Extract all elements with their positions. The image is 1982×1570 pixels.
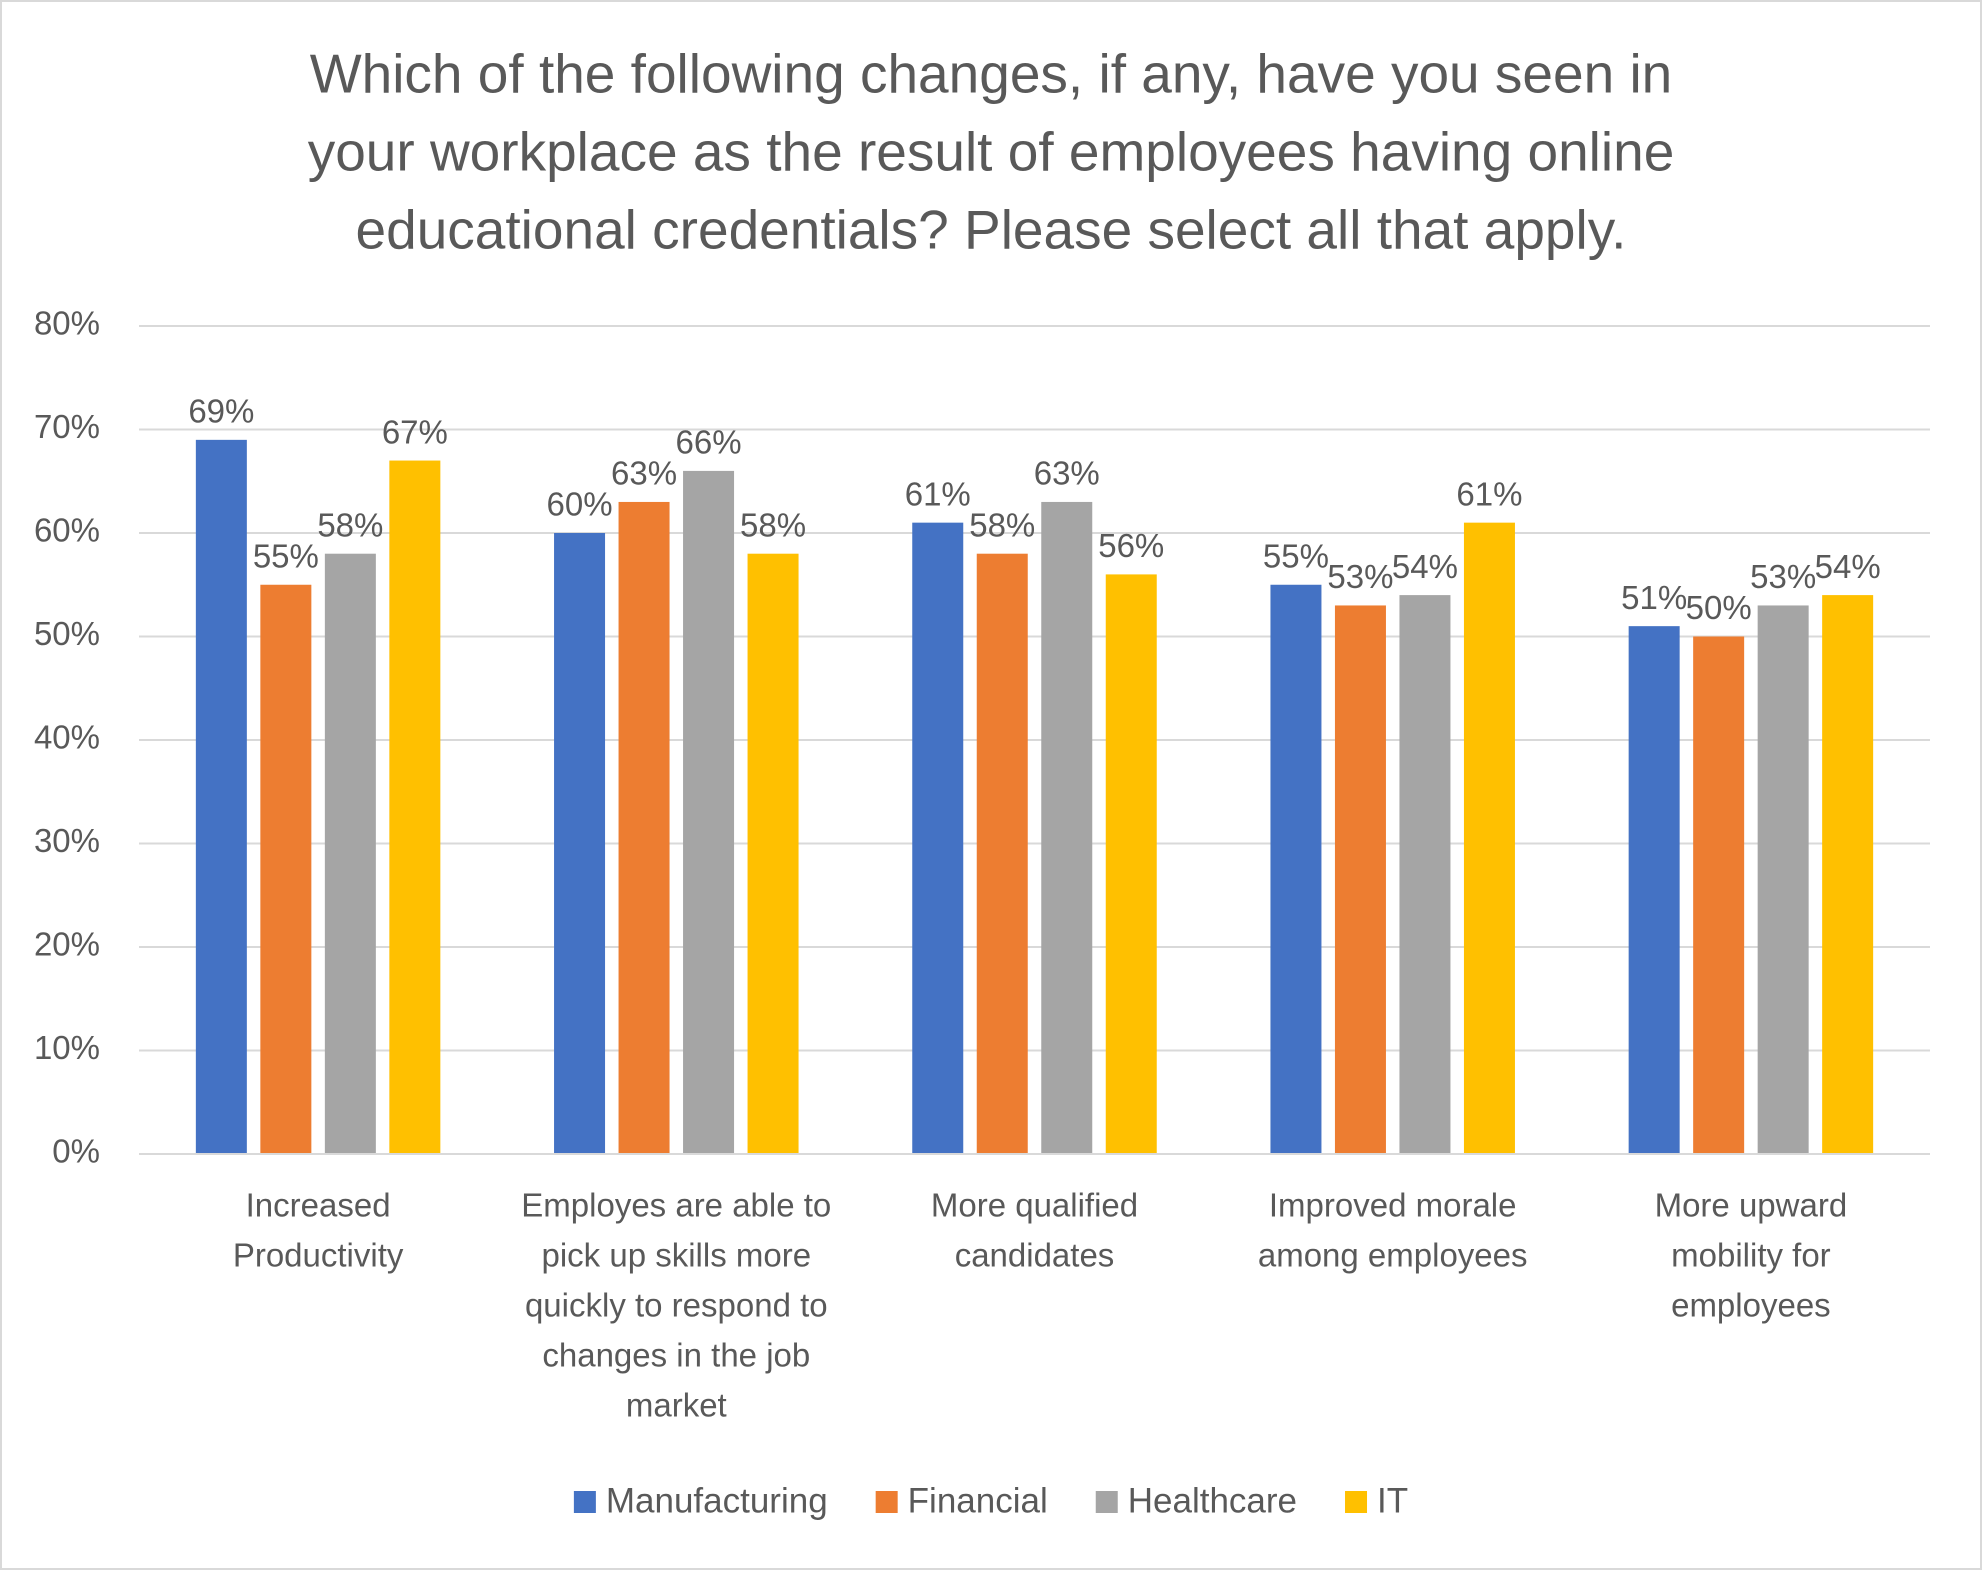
bar: [324, 553, 376, 1154]
data-label: 54%: [1815, 548, 1881, 585]
data-label: 58%: [969, 506, 1035, 543]
bar: [618, 501, 670, 1154]
y-tick-label: 40%: [34, 719, 100, 756]
x-tick-label: Employes are able to: [521, 1187, 831, 1224]
chart-title: Which of the following changes, if any, …: [310, 43, 1673, 105]
x-tick-label: Increased: [246, 1187, 391, 1224]
data-label: 55%: [1263, 537, 1329, 574]
bar: [195, 439, 247, 1155]
bar: [1105, 574, 1157, 1154]
bar: [976, 553, 1028, 1154]
bar: [1822, 595, 1874, 1154]
data-label: 58%: [740, 506, 806, 543]
data-label: 53%: [1750, 558, 1816, 595]
legend-label: Healthcare: [1128, 1481, 1297, 1520]
data-label: 54%: [1392, 548, 1458, 585]
y-tick-label: 80%: [34, 305, 100, 342]
chart-title: educational credentials? Please select a…: [356, 199, 1627, 261]
x-tick-label: Improved morale: [1269, 1187, 1517, 1224]
bar: [1628, 626, 1680, 1154]
x-tick-label: pick up skills more: [542, 1237, 812, 1274]
legend-label: IT: [1377, 1481, 1408, 1520]
legend-swatch: [875, 1491, 898, 1513]
x-tick-label: candidates: [955, 1237, 1115, 1274]
x-tick-label: among employees: [1258, 1237, 1528, 1274]
data-label: 63%: [611, 455, 677, 492]
bar: [912, 522, 964, 1154]
y-tick-label: 0%: [52, 1133, 100, 1170]
x-tick-label: changes in the job: [542, 1337, 810, 1374]
y-tick-label: 20%: [34, 926, 100, 963]
bar: [747, 553, 799, 1154]
data-label: 63%: [1034, 455, 1100, 492]
bar: [1463, 522, 1515, 1154]
legend-label: Manufacturing: [606, 1481, 828, 1520]
bar: [260, 584, 312, 1154]
data-label: 66%: [676, 424, 742, 461]
data-label: 56%: [1098, 527, 1164, 564]
bar: [1399, 595, 1451, 1154]
bar: [1757, 605, 1809, 1154]
x-tick-label: More qualified: [931, 1187, 1138, 1224]
legend-swatch: [1095, 1491, 1118, 1513]
x-tick-label: employees: [1671, 1287, 1831, 1324]
bar: [1270, 584, 1322, 1154]
data-label: 61%: [905, 475, 971, 512]
x-tick-label: Productivity: [233, 1237, 404, 1274]
bar: [683, 470, 735, 1154]
data-label: 67%: [382, 413, 448, 450]
y-tick-label: 10%: [34, 1029, 100, 1066]
data-label: 51%: [1621, 579, 1687, 616]
data-label: 58%: [317, 506, 383, 543]
x-tick-label: market: [626, 1387, 727, 1424]
x-tick-label: quickly to respond to: [525, 1287, 828, 1324]
x-tick-label: More upward: [1655, 1187, 1848, 1224]
chart-title: your workplace as the result of employee…: [308, 121, 1675, 183]
data-label: 69%: [188, 393, 254, 430]
legend-label: Financial: [908, 1481, 1048, 1520]
bar: [554, 533, 606, 1154]
y-tick-label: 70%: [34, 408, 100, 445]
legend-swatch: [573, 1491, 596, 1513]
bar: [1334, 605, 1386, 1154]
x-tick-label: mobility for: [1671, 1237, 1831, 1274]
y-tick-label: 60%: [34, 512, 100, 549]
bar: [389, 460, 441, 1154]
data-label: 61%: [1456, 475, 1522, 512]
legend: Manufacturing Financial Healthcare IT: [573, 1481, 1408, 1520]
y-tick-label: 30%: [34, 822, 100, 859]
data-label: 53%: [1327, 558, 1393, 595]
bar: [1041, 501, 1093, 1154]
data-label: 55%: [253, 537, 319, 574]
legend-swatch: [1345, 1491, 1368, 1513]
bar: [1693, 636, 1745, 1154]
y-tick-label: 50%: [34, 615, 100, 652]
data-label: 50%: [1686, 589, 1752, 626]
data-label: 60%: [547, 486, 613, 523]
